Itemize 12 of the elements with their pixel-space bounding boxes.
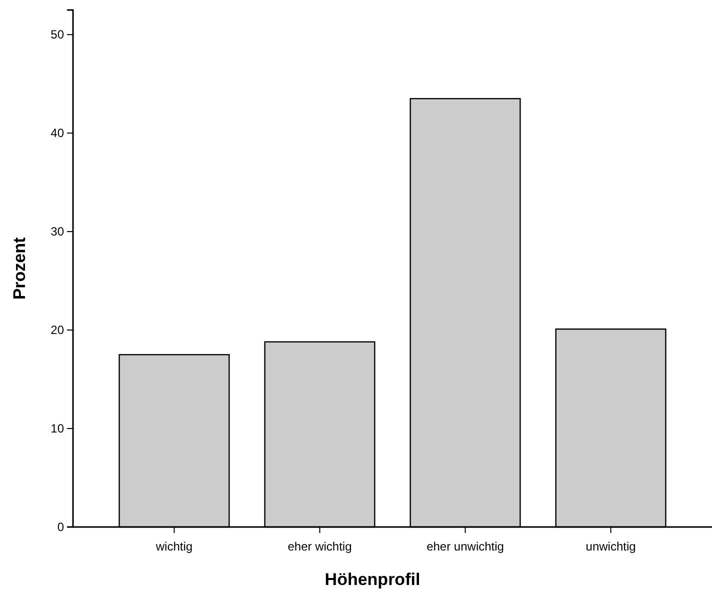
y-tick-label: 20 [50, 322, 64, 337]
y-tick-label: 50 [50, 27, 64, 42]
x-axis-title: Höhenprofil [324, 570, 420, 589]
x-tick-label: eher unwichtig [426, 539, 504, 554]
y-tick-label: 40 [50, 126, 64, 140]
x-tick-label: wichtig [154, 539, 193, 554]
y-tick-label: 30 [50, 224, 64, 238]
x-tick-label: unwichtig [586, 539, 636, 554]
x-tick-label: eher wichtig [288, 539, 352, 554]
y-axis-title: Prozent [10, 236, 29, 300]
y-tick-label: 10 [50, 421, 64, 436]
y-tick-label: 0 [57, 520, 64, 534]
